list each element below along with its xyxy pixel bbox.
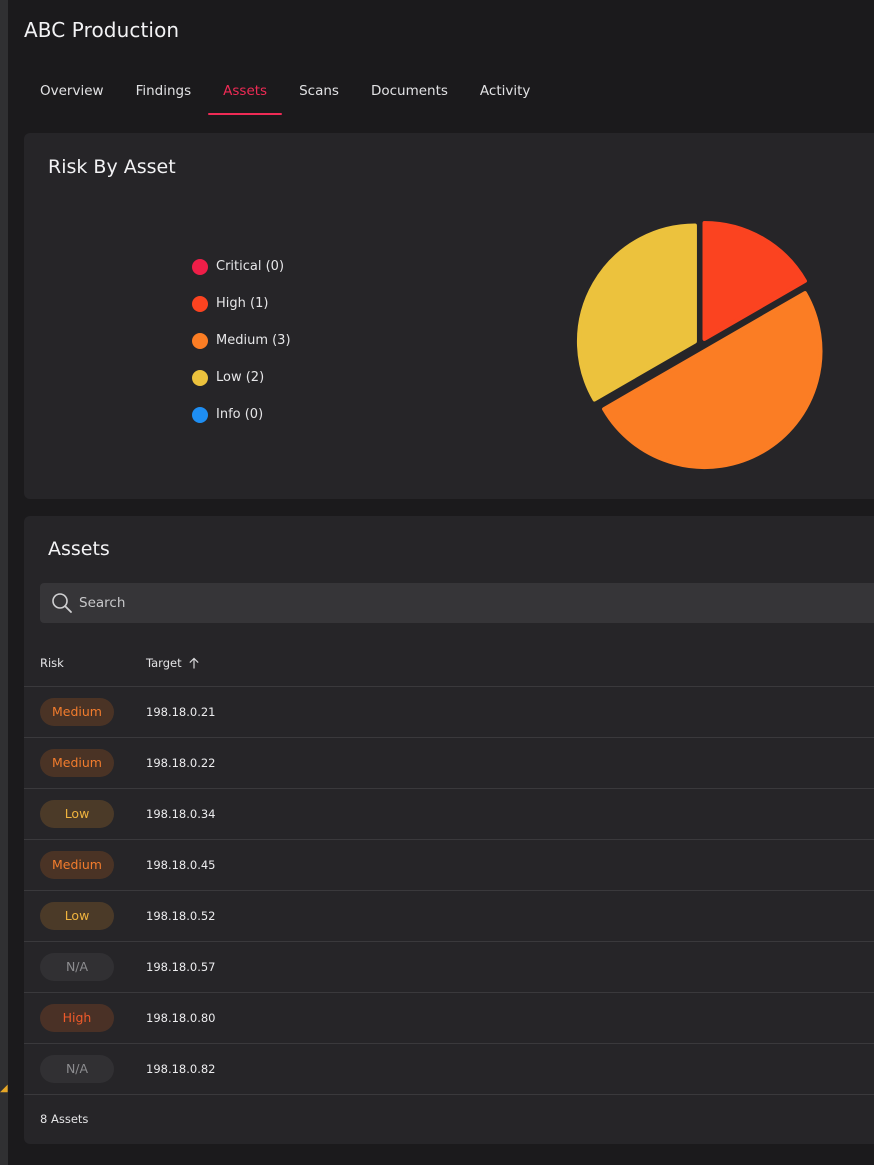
legend-item-low[interactable]: Low (2) [192,369,291,406]
target-cell: 198.18.0.57 [146,960,216,974]
chart-legend: Critical (0) High (1) Medium (3) Low (2)… [192,258,291,443]
legend-label: Medium (3) [216,333,291,348]
column-header-target-label: Target [146,656,182,670]
target-cell: 198.18.0.22 [146,756,216,770]
search-input[interactable] [77,594,841,612]
tab-scans[interactable]: Scans [299,83,339,99]
target-cell: 198.18.0.21 [146,705,216,719]
assets-card-title: Assets [48,538,110,560]
target-cell: 198.18.0.45 [146,858,216,872]
page-title: ABC Production [24,18,180,42]
risk-badge: N/A [40,1055,114,1083]
risk-badge: High [40,1004,114,1032]
target-cell: 198.18.0.34 [146,807,216,821]
table-row[interactable]: High 198.18.0.80 [24,993,874,1044]
legend-label: Critical (0) [216,259,285,274]
target-cell: 198.18.0.80 [146,1011,216,1025]
table-row[interactable]: Low 198.18.0.34 [24,789,874,840]
asset-count: 8 Assets [40,1112,89,1126]
target-cell: 198.18.0.82 [146,1062,216,1076]
table-row[interactable]: N/A 198.18.0.82 [24,1044,874,1095]
legend-label: High (1) [216,296,269,311]
column-header-target[interactable]: Target [146,656,200,670]
legend-dot-info [192,407,208,423]
assets-table: Risk Target Medium 198.18.0.21 Medium 19… [24,638,874,1095]
legend-item-info[interactable]: Info (0) [192,406,291,443]
risk-pie-chart [576,220,823,469]
risk-badge: Low [40,902,114,930]
risk-card-title: Risk By Asset [48,156,176,178]
tab-bar: Overview Findings Assets Scans Documents… [24,78,546,116]
legend-label: Low (2) [216,370,265,385]
table-row[interactable]: Low 198.18.0.52 [24,891,874,942]
tab-assets[interactable]: Assets [207,78,283,116]
risk-badge: Medium [40,698,114,726]
legend-item-high[interactable]: High (1) [192,295,291,332]
risk-badge: Medium [40,749,114,777]
pie-slice-low[interactable] [576,223,697,402]
tab-overview[interactable]: Overview [40,83,104,99]
table-row[interactable]: Medium 198.18.0.22 [24,738,874,789]
target-cell: 198.18.0.52 [146,909,216,923]
legend-dot-low [192,370,208,386]
table-header: Risk Target [24,638,874,687]
tab-activity[interactable]: Activity [479,83,531,99]
table-row[interactable]: Medium 198.18.0.21 [24,687,874,738]
legend-dot-high [192,296,208,312]
search-icon [52,593,72,613]
legend-item-medium[interactable]: Medium (3) [192,332,291,369]
arrow-up-icon[interactable] [188,657,200,669]
risk-badge: Medium [40,851,114,879]
risk-badge: N/A [40,953,114,981]
pie-slice-medium[interactable] [602,291,823,469]
legend-dot-medium [192,333,208,349]
column-header-risk[interactable]: Risk [40,656,64,670]
search-box [40,583,874,623]
legend-dot-critical [192,259,208,275]
table-row[interactable]: N/A 198.18.0.57 [24,942,874,993]
risk-badge: Low [40,800,114,828]
corner-marker-icon: ◢ [0,1083,8,1094]
legend-item-critical[interactable]: Critical (0) [192,258,291,295]
left-sidebar-edge [0,0,8,1165]
tab-findings[interactable]: Findings [135,83,192,99]
pie-slice-high[interactable] [702,220,807,341]
table-row[interactable]: Medium 198.18.0.45 [24,840,874,891]
tab-documents[interactable]: Documents [370,83,448,99]
legend-label: Info (0) [216,407,264,422]
